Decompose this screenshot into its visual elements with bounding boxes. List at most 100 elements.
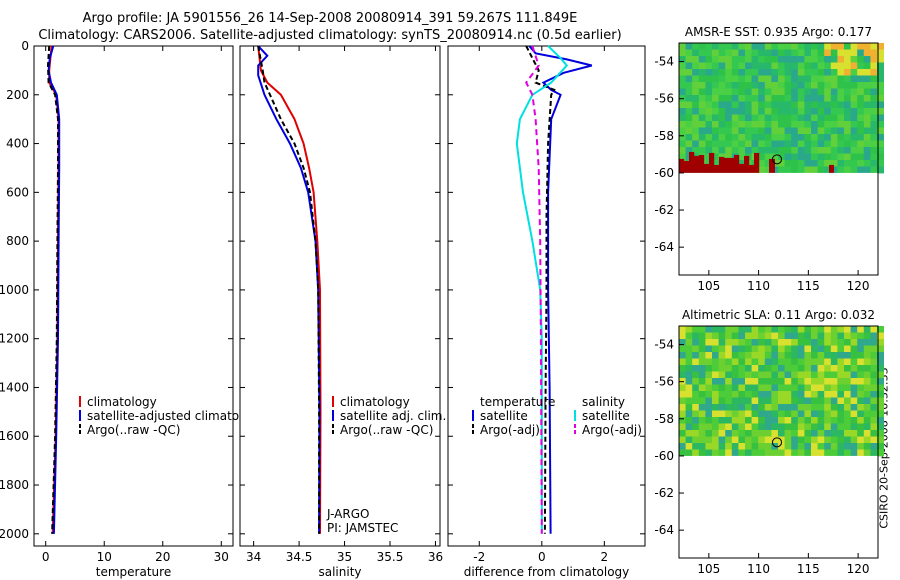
map-cell [850,352,858,359]
map-cell [844,417,851,424]
map-cell [705,160,713,167]
map-cell [804,326,812,333]
map-cell [844,62,851,70]
map-cell [857,160,865,167]
map-cell [751,332,759,340]
map-cell [758,423,766,431]
map-cell [692,358,700,366]
map-cell [698,332,706,340]
map-cell [797,101,805,109]
map-cell [731,345,739,353]
map-cell [712,352,719,359]
map-cell [698,75,706,83]
map-cell [698,69,706,76]
map-cell [837,101,845,109]
map-cell [725,391,733,398]
map-cell [692,352,700,359]
map-cell [751,404,759,411]
map-cell [824,127,832,135]
x-tick-label: 20 [155,550,170,564]
x-axis-label: difference from climatology [464,565,630,579]
map-cell [692,365,700,372]
map-cell [725,443,733,450]
map-cell [731,69,739,76]
map-cell [791,423,799,431]
map-cell [824,114,832,122]
map-cell [870,62,878,70]
map-cell [679,436,686,444]
map-cell [764,410,772,418]
map-cell [870,417,878,424]
map-cell [705,410,713,418]
map-cell [771,134,779,141]
map-cell [811,49,818,57]
map-cell [870,75,878,83]
map-mask-cell [729,157,735,173]
map-mask-cell [684,160,690,173]
map-cell [679,332,686,340]
map-cell [758,358,766,366]
map-cell [844,56,851,63]
map-cell [718,358,726,366]
map-cell [731,449,739,457]
map-cell [824,410,832,418]
map-cell [797,75,805,83]
map-no-data [679,172,878,275]
map-cell [797,436,805,444]
y-tick-label: 200 [6,88,29,102]
map-cell [692,397,700,405]
map-cell [771,43,779,50]
map-cell [830,339,838,346]
map-cell [778,365,785,372]
map-cell [797,391,805,398]
map-cell [824,352,832,359]
map-cell [830,147,838,154]
map-cell [685,339,693,346]
map-cell [751,436,759,444]
map-cell [804,449,812,457]
map-cell [712,345,719,353]
map-cell [850,417,858,424]
map-cell [758,371,766,379]
map-cell [791,114,799,122]
legend-label: satellite-adjusted climatology [87,409,265,423]
map-cell [705,56,713,63]
map-cell [797,352,805,359]
map-cell [712,404,719,411]
map-cell [764,101,772,109]
map-cell [685,147,693,154]
map-cell [830,391,838,398]
map-cell [844,410,851,418]
map-cell [817,391,825,398]
map-cell [830,449,838,457]
map-cell [718,404,726,411]
map-cell [791,88,799,96]
map-cell [870,114,878,122]
map-cell [804,332,812,340]
map-cell [718,101,726,109]
map-cell [844,371,851,379]
map-cell [778,339,785,346]
map-cell [712,88,719,96]
map-cell [791,378,799,385]
map-cell [771,114,779,122]
map-cell [830,397,838,405]
map-cell [698,449,706,457]
map-cell [844,88,851,96]
map-cell [811,430,818,437]
map-cell [764,160,772,167]
map-cell [817,410,825,418]
map-cell [877,410,884,418]
map-cell [718,140,726,148]
map-cell [850,384,858,392]
map-cell [745,49,752,57]
map-cell [817,404,825,411]
map-cell [778,56,785,63]
map-cell [731,443,739,450]
map-cell [738,391,746,398]
map-cell [863,140,871,148]
map-cell [778,43,785,50]
map-cell [844,166,851,174]
map-cell [791,166,799,174]
map-cell [844,423,851,431]
